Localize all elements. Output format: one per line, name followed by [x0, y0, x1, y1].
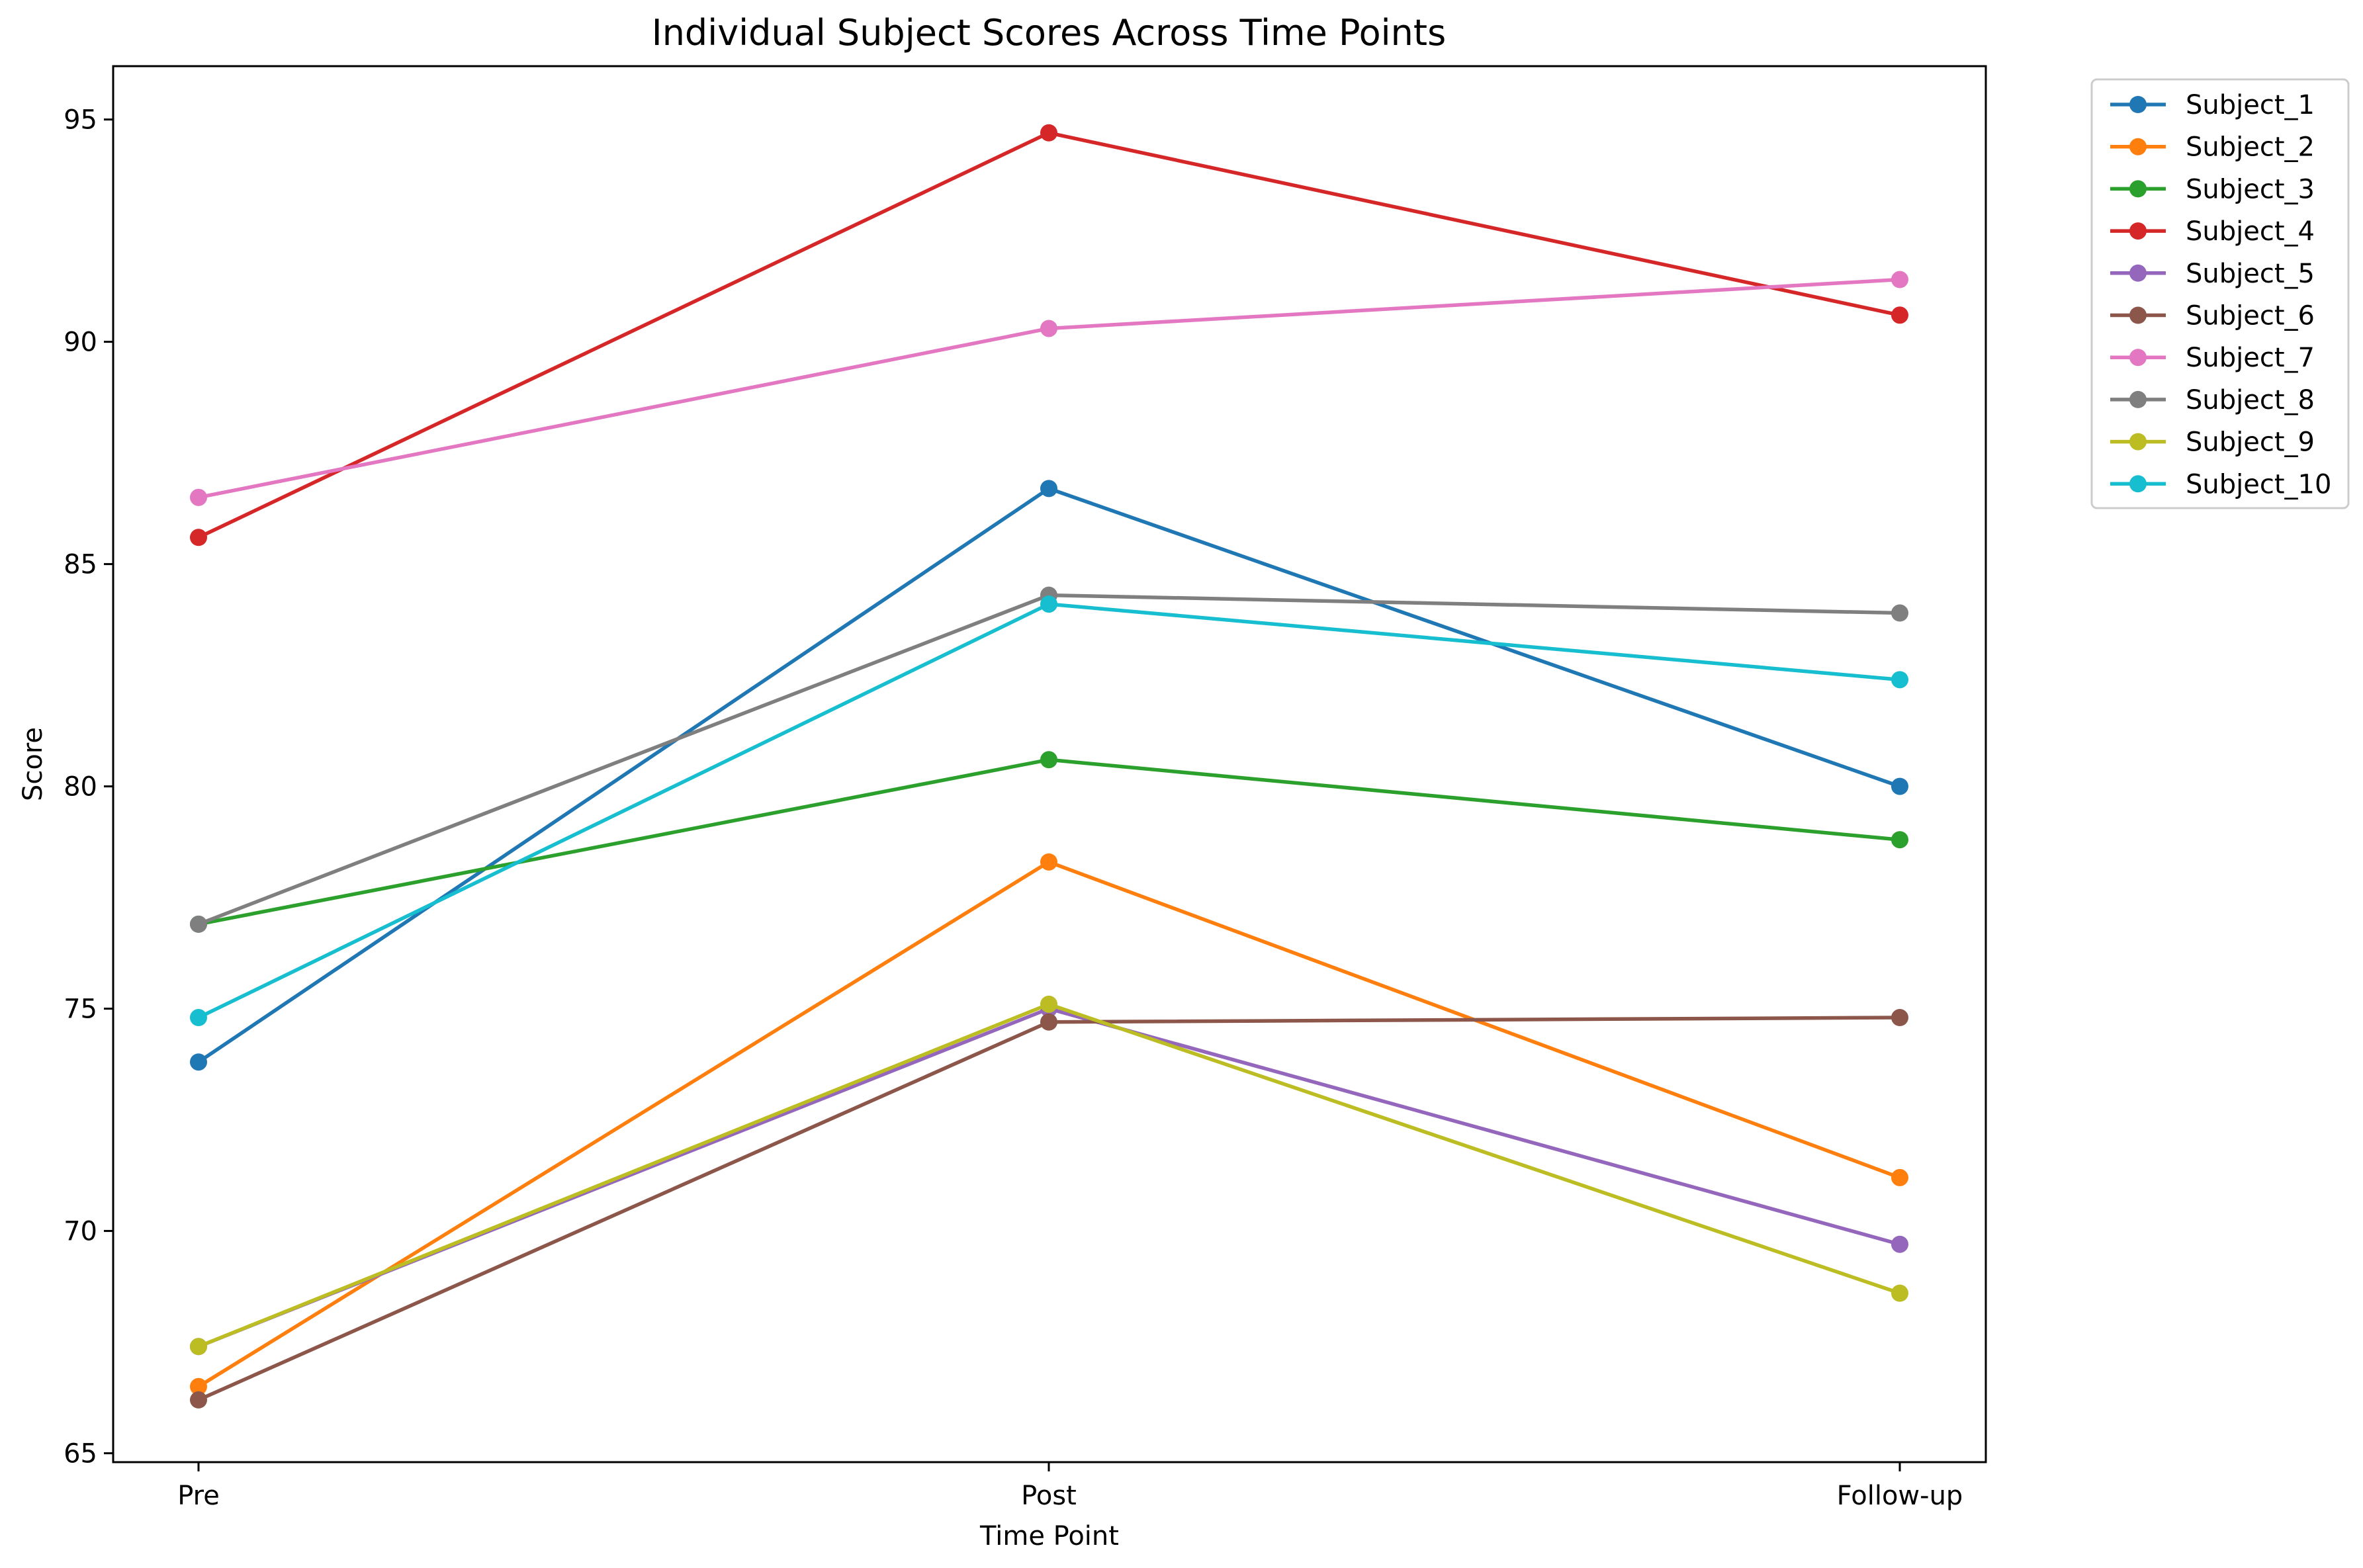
legend-label: Subject_9 [2186, 427, 2315, 458]
legend-item: Subject_6 [2110, 301, 2315, 331]
data-point [1891, 777, 1908, 795]
data-point [1040, 1013, 1057, 1031]
data-point [190, 1377, 207, 1395]
legend-label: Subject_8 [2186, 385, 2315, 415]
legend-label: Subject_5 [2186, 259, 2315, 289]
legend-marker [2129, 96, 2147, 113]
legend-item: Subject_1 [2110, 90, 2315, 120]
y-axis-label: Score [18, 727, 48, 801]
series-subject-6 [190, 1009, 1908, 1409]
legend-marker [2129, 222, 2147, 240]
data-point [1040, 751, 1057, 769]
legend-item: Subject_8 [2110, 385, 2315, 415]
data-point [1891, 1009, 1908, 1027]
data-point [190, 1009, 207, 1027]
y-axis-ticks: 65 70 75 80 85 90 95 [64, 105, 113, 1469]
legend-label: Subject_7 [2186, 343, 2315, 373]
x-axis-ticks: Pre Post Follow-up [177, 1462, 1963, 1511]
legend: Subject_1 Subject_2 Subject_3 Subject_4 Subj… [2090, 78, 2350, 509]
legend-marker [2129, 475, 2147, 493]
legend-item: Subject_5 [2110, 259, 2315, 289]
data-point [1040, 320, 1057, 337]
y-tick-label: 80 [64, 772, 97, 803]
x-tick-label: Pre [177, 1481, 220, 1511]
y-tick-label: 85 [64, 550, 97, 580]
legend-item: Subject_7 [2110, 343, 2315, 373]
legend-item: Subject_10 [2110, 469, 2331, 500]
series-subject-10 [190, 595, 1908, 1027]
y-tick-label: 65 [64, 1439, 97, 1469]
data-point [190, 488, 207, 506]
data-point [190, 915, 207, 933]
y-tick-label: 95 [64, 105, 97, 136]
data-point [1040, 995, 1057, 1013]
legend-label: Subject_4 [2186, 216, 2315, 247]
legend-marker [2129, 264, 2147, 282]
legend-marker [2129, 138, 2147, 155]
data-point [1891, 306, 1908, 324]
data-point [1040, 480, 1057, 498]
data-point [1040, 124, 1057, 142]
data-point [190, 529, 207, 546]
series-subject-7 [190, 271, 1908, 506]
legend-label: Subject_10 [2186, 469, 2331, 500]
legend-label: Subject_3 [2186, 174, 2315, 204]
legend-item: Subject_3 [2110, 174, 2315, 204]
data-point [1891, 271, 1908, 288]
x-axis-label: Time Point [979, 1521, 1119, 1551]
series-subject-2 [190, 853, 1908, 1395]
y-tick-label: 70 [64, 1217, 97, 1247]
data-point [1040, 595, 1057, 613]
chart-title: Individual Subject Scores Across Time Po… [652, 12, 1446, 54]
x-tick-label: Follow-up [1837, 1481, 1963, 1511]
series-subject-9 [190, 995, 1908, 1356]
legend-item: Subject_9 [2110, 427, 2315, 458]
series-group [190, 124, 1908, 1409]
series-subject-4 [190, 124, 1908, 546]
legend-marker [2129, 390, 2147, 408]
legend-marker [2129, 306, 2147, 324]
y-tick-label: 75 [64, 994, 97, 1025]
data-point [1891, 1284, 1908, 1302]
y-tick-label: 90 [64, 327, 97, 358]
data-point [1891, 1235, 1908, 1253]
data-point [190, 1338, 207, 1356]
x-tick-label: Post [1021, 1481, 1077, 1511]
legend-marker [2129, 349, 2147, 367]
legend-label: Subject_1 [2186, 90, 2315, 120]
legend-label: Subject_2 [2186, 132, 2315, 163]
data-point [1891, 671, 1908, 689]
data-point [1891, 831, 1908, 849]
legend-item: Subject_4 [2110, 216, 2315, 247]
data-point [1040, 853, 1057, 871]
legend-label: Subject_6 [2186, 301, 2315, 331]
legend-item: Subject_2 [2110, 132, 2315, 163]
legend-marker [2129, 433, 2147, 451]
data-point [1891, 1168, 1908, 1186]
legend-marker [2129, 180, 2147, 198]
data-point [190, 1391, 207, 1409]
data-point [1891, 604, 1908, 622]
data-point [190, 1053, 207, 1071]
